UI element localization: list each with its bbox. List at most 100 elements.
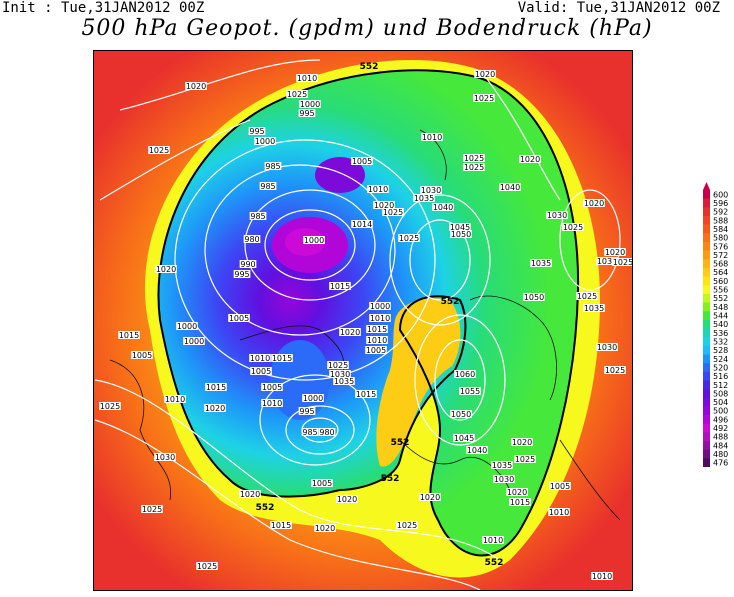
isobar-label-bg (449, 223, 471, 231)
gp-contour-label: 552 (391, 438, 410, 448)
isobar-label-bg (311, 479, 333, 487)
isobar-label: 985 (260, 182, 275, 191)
isobar-label: 1035 (492, 461, 512, 470)
isobar-label: 1020 (156, 265, 176, 274)
legend-swatch (703, 293, 710, 303)
gp-contour-label: 552 (381, 474, 400, 484)
isobar-label-bg (419, 493, 441, 501)
isobar-label-bg (299, 100, 321, 108)
legend-label: 592 (713, 208, 728, 217)
isobar-label-bg (511, 438, 533, 446)
legend-label: 564 (713, 268, 728, 277)
isobar-label: 1000 (300, 100, 320, 109)
legend-label: 520 (713, 363, 728, 372)
isobar-label: 1030 (494, 475, 514, 484)
legend-swatch (703, 215, 710, 225)
isobar-label: 1055 (460, 387, 480, 396)
isobar-label: 1000 (304, 236, 324, 245)
legend-swatch (703, 406, 710, 416)
isobar-label-bg (373, 201, 395, 209)
legend-swatch (703, 458, 710, 467)
legend-swatch (703, 198, 710, 208)
isobar-label: 1010 (367, 336, 387, 345)
legend-label: 492 (713, 424, 728, 433)
isobar-label: 1025 (613, 258, 633, 267)
isobar-label: 1000 (303, 394, 323, 403)
isobar-label-bg (576, 292, 598, 300)
isobar-label: 985 (250, 212, 265, 221)
legend-swatch (703, 241, 710, 251)
isobar-label-bg (432, 203, 454, 211)
isobar-label: 1020 (337, 495, 357, 504)
isobar-label-bg (612, 258, 633, 266)
isobar-label-bg (546, 211, 568, 219)
legend-swatch (703, 415, 710, 425)
isobar-label: 1025 (142, 505, 162, 514)
isobar-label-bg (239, 260, 257, 268)
isobar-label-bg (185, 82, 207, 90)
isobar-label-bg (164, 395, 186, 403)
isobar-label: 1005 (550, 482, 570, 491)
geopotential-labels: 552 552 552 552 552 552 (256, 62, 504, 568)
isobar-label: 1010 (262, 399, 282, 408)
isobar-label-bg (583, 199, 605, 207)
legend-label: 596 (713, 199, 728, 208)
legend-label: 584 (713, 225, 728, 234)
isobar-label: 1020 (584, 199, 604, 208)
isobar-label: 1010 (549, 508, 569, 517)
isobar-label-bg (473, 94, 495, 102)
legend-swatch (703, 397, 710, 407)
legend-swatch (703, 337, 710, 347)
legend-label: 496 (713, 415, 728, 424)
isobar-label: 1015 (271, 521, 291, 530)
isobar-label: 995 (234, 270, 249, 279)
legend-label: 508 (713, 389, 728, 398)
isobar-label: 1025 (100, 402, 120, 411)
legend-swatch (703, 363, 710, 373)
isobar-label-bg (463, 163, 485, 171)
isobar-label-bg (351, 157, 373, 165)
legend-swatch (703, 432, 710, 442)
isobar-label-bg (549, 482, 571, 490)
ridge-area (376, 298, 461, 467)
isobar-label: 985 (265, 162, 280, 171)
isobar-label: 1025 (605, 366, 625, 375)
isobar-label: 1035 (584, 304, 604, 313)
map-frame (93, 50, 633, 591)
isobar-label-bg (249, 354, 271, 362)
isobar-label: 1050 (451, 410, 471, 419)
isobar-label: 980 (319, 428, 334, 437)
isobar-label: 1010 (483, 536, 503, 545)
isobar-label-bg (329, 282, 351, 290)
legend-swatch (703, 319, 710, 329)
isobar-label-bg (420, 186, 442, 194)
isobar-label-bg (131, 351, 153, 359)
isobar-label-bg (233, 270, 251, 278)
isobar-label-bg (327, 361, 349, 369)
isobar-label-bg (261, 383, 283, 391)
isobar-label-bg (365, 346, 387, 354)
isobar-label: 1010 (370, 314, 390, 323)
isobar-label-bg (530, 259, 552, 267)
isobar-label-bg (318, 428, 336, 436)
isobar-label: 1020 (512, 438, 532, 447)
isobar-label: 1010 (368, 185, 388, 194)
legend-swatch (703, 259, 710, 269)
legend-label: 528 (713, 346, 728, 355)
isobar-label: 1015 (356, 390, 376, 399)
isobar-label-bg (261, 399, 283, 407)
legend-label: 484 (713, 441, 728, 450)
isobar-label: 980 (244, 235, 259, 244)
legend-swatch (703, 233, 710, 243)
isobar-label-bg (99, 402, 121, 410)
isobar-label-bg (339, 328, 361, 336)
legend-swatch (703, 441, 710, 450)
isobar-label: 1025 (197, 562, 217, 571)
legend-label: 600 (713, 190, 728, 199)
legend-label: 536 (713, 329, 728, 338)
isobar-label: 1025 (464, 163, 484, 172)
isobar-label-bg (314, 524, 336, 532)
isobar-label: 1010 (592, 572, 612, 581)
isobar-label: 1025 (515, 455, 535, 464)
isobar-label: 1015 (119, 331, 139, 340)
